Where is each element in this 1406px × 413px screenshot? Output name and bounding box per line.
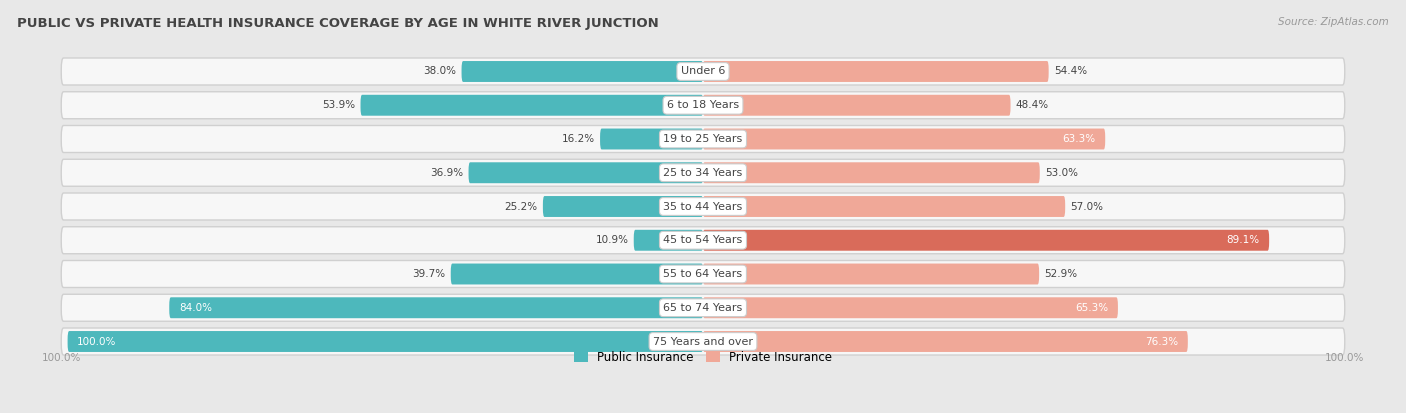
Text: 100.0%: 100.0% [77, 337, 117, 347]
Text: 75 Years and over: 75 Years and over [652, 337, 754, 347]
Text: 89.1%: 89.1% [1226, 235, 1260, 245]
FancyBboxPatch shape [703, 128, 1105, 150]
FancyBboxPatch shape [62, 159, 1344, 186]
FancyBboxPatch shape [360, 95, 703, 116]
Text: 36.9%: 36.9% [430, 168, 464, 178]
FancyBboxPatch shape [62, 58, 1344, 85]
Text: 53.9%: 53.9% [322, 100, 356, 110]
FancyBboxPatch shape [703, 230, 1270, 251]
FancyBboxPatch shape [703, 196, 1066, 217]
FancyBboxPatch shape [62, 328, 1344, 355]
FancyBboxPatch shape [703, 61, 1049, 82]
FancyBboxPatch shape [169, 297, 703, 318]
Text: 63.3%: 63.3% [1063, 134, 1095, 144]
Text: 84.0%: 84.0% [179, 303, 212, 313]
Text: 45 to 54 Years: 45 to 54 Years [664, 235, 742, 245]
Text: 54.4%: 54.4% [1053, 66, 1087, 76]
Text: Source: ZipAtlas.com: Source: ZipAtlas.com [1278, 17, 1389, 26]
FancyBboxPatch shape [600, 128, 703, 150]
Text: 6 to 18 Years: 6 to 18 Years [666, 100, 740, 110]
FancyBboxPatch shape [703, 162, 1040, 183]
Text: 48.4%: 48.4% [1015, 100, 1049, 110]
Text: 76.3%: 76.3% [1144, 337, 1178, 347]
FancyBboxPatch shape [62, 294, 1344, 321]
Text: 100.0%: 100.0% [1324, 354, 1364, 363]
FancyBboxPatch shape [634, 230, 703, 251]
FancyBboxPatch shape [461, 61, 703, 82]
FancyBboxPatch shape [62, 261, 1344, 287]
Text: 10.9%: 10.9% [596, 235, 628, 245]
Text: Under 6: Under 6 [681, 66, 725, 76]
Text: 52.9%: 52.9% [1045, 269, 1077, 279]
FancyBboxPatch shape [703, 331, 1188, 352]
Text: 25.2%: 25.2% [505, 202, 537, 211]
Text: 38.0%: 38.0% [423, 66, 457, 76]
FancyBboxPatch shape [67, 331, 703, 352]
FancyBboxPatch shape [451, 263, 703, 285]
Text: 65.3%: 65.3% [1076, 303, 1108, 313]
FancyBboxPatch shape [62, 227, 1344, 254]
Text: 100.0%: 100.0% [42, 354, 82, 363]
FancyBboxPatch shape [703, 95, 1011, 116]
Text: 53.0%: 53.0% [1045, 168, 1078, 178]
Text: 39.7%: 39.7% [412, 269, 446, 279]
Text: 55 to 64 Years: 55 to 64 Years [664, 269, 742, 279]
Legend: Public Insurance, Private Insurance: Public Insurance, Private Insurance [574, 351, 832, 364]
FancyBboxPatch shape [543, 196, 703, 217]
Text: PUBLIC VS PRIVATE HEALTH INSURANCE COVERAGE BY AGE IN WHITE RIVER JUNCTION: PUBLIC VS PRIVATE HEALTH INSURANCE COVER… [17, 17, 658, 29]
FancyBboxPatch shape [703, 297, 1118, 318]
FancyBboxPatch shape [468, 162, 703, 183]
FancyBboxPatch shape [62, 193, 1344, 220]
Text: 25 to 34 Years: 25 to 34 Years [664, 168, 742, 178]
Text: 16.2%: 16.2% [562, 134, 595, 144]
FancyBboxPatch shape [703, 263, 1039, 285]
FancyBboxPatch shape [62, 92, 1344, 119]
Text: 35 to 44 Years: 35 to 44 Years [664, 202, 742, 211]
Text: 57.0%: 57.0% [1070, 202, 1104, 211]
Text: 19 to 25 Years: 19 to 25 Years [664, 134, 742, 144]
FancyBboxPatch shape [62, 126, 1344, 152]
Text: 65 to 74 Years: 65 to 74 Years [664, 303, 742, 313]
